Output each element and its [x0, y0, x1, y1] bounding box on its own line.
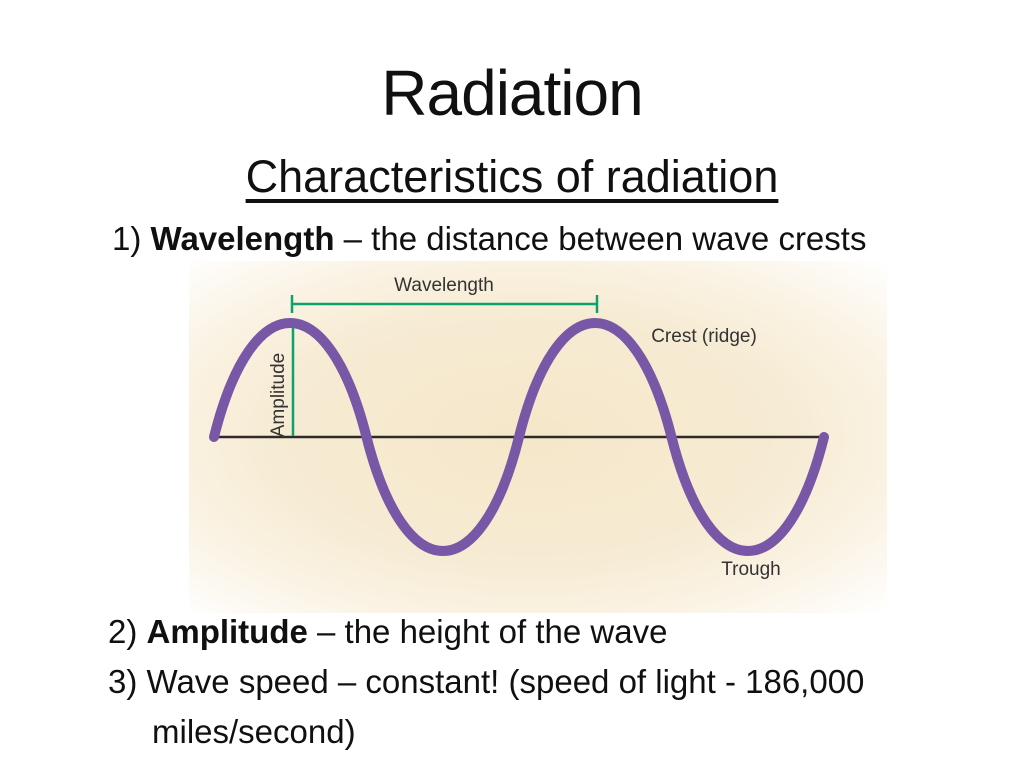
subtitle-text: Characteristics of radiation — [245, 151, 779, 202]
bullet-number: 2) — [108, 613, 147, 650]
bullet-wavelength: 1) Wavelength – the distance between wav… — [112, 218, 866, 259]
amplitude-label: Amplitude — [268, 352, 289, 438]
bullet-text: miles/second) — [152, 713, 356, 750]
bullet-text: – the height of the wave — [307, 613, 668, 650]
trough-label: Trough — [721, 559, 781, 580]
bullet-number: 1) — [112, 220, 151, 257]
bullet-amplitude: 2) Amplitude – the height of the wave — [108, 611, 667, 652]
bullet-term: Amplitude — [146, 613, 308, 650]
slide-subtitle: Characteristics of radiation — [0, 149, 1024, 205]
bullet-wave-speed-wrap: miles/second) — [152, 711, 356, 752]
bullet-term: Wavelength — [150, 220, 335, 257]
page-title: Radiation — [381, 57, 643, 129]
bullet-wave-speed: 3) Wave speed – constant! (speed of ligh… — [108, 661, 864, 702]
wavelength-label: Wavelength — [394, 275, 494, 296]
wave-diagram — [209, 295, 829, 556]
bullet-text: Wave speed – constant! (speed of light -… — [146, 663, 865, 700]
bullet-number: 3) — [108, 663, 147, 700]
sine-wave — [209, 318, 829, 556]
crest-label: Crest (ridge) — [651, 326, 757, 347]
wavelength-bracket — [290, 295, 599, 313]
bullet-text: – the distance between wave crests — [334, 220, 867, 257]
